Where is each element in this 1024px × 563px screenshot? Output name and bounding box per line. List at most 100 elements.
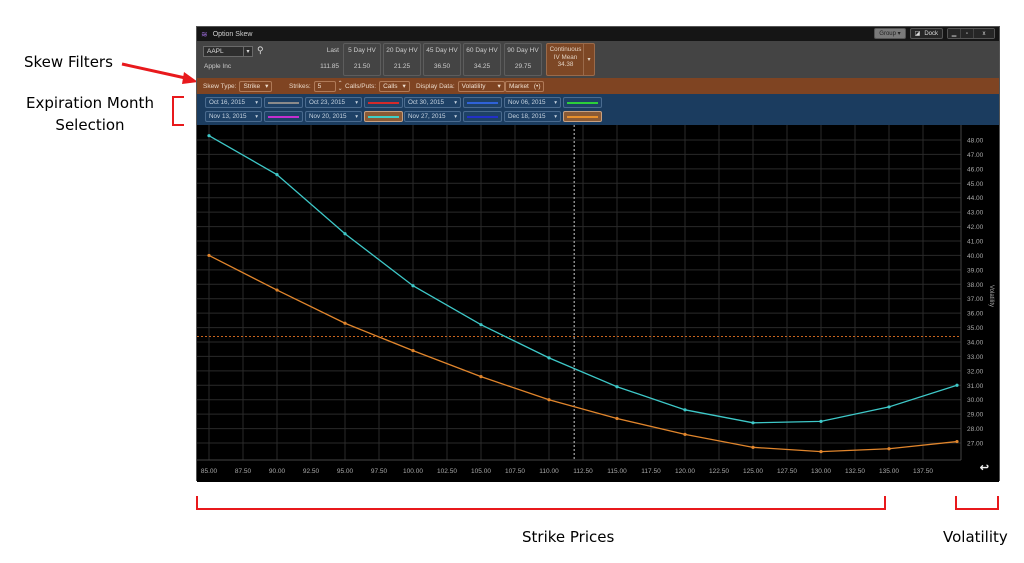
series-color-swatch[interactable] [364, 97, 403, 108]
hv-label: 20 Day HV [386, 47, 418, 54]
svg-text:110.00: 110.00 [539, 468, 559, 475]
expiration-selection: Oct 16, 2015 ▾ Oct 23, 2015 ▾ Oct 30, 2015… [197, 94, 999, 125]
chevron-down-icon: ▾ [255, 100, 258, 106]
annotation-strike-prices: Strike Prices [522, 528, 615, 546]
svg-text:100.00: 100.00 [403, 468, 423, 475]
market-button[interactable]: Market (•) [505, 81, 545, 92]
expiration-date: Nov 06, 2015 [508, 99, 546, 106]
hv-20day: 20 Day HV 21.25 [383, 43, 421, 76]
display-data-select[interactable]: Volatility ▾ [457, 81, 505, 92]
svg-text:37.00: 37.00 [967, 296, 984, 303]
color-line [368, 101, 399, 104]
dock-label: Dock [924, 30, 938, 37]
calls-puts-value: Calls [383, 82, 398, 90]
expiration-date-select[interactable]: Nov 27, 2015 ▾ [404, 111, 461, 122]
hv-90day: 90 Day HV 29.75 [504, 43, 542, 76]
broadcast-icon: (•) [533, 82, 541, 90]
svg-text:35.00: 35.00 [967, 325, 984, 332]
skew-chart-plot[interactable]: 85.00 87.50 90.00 92.50 95.00 97.50 100.00 102.… [197, 125, 1001, 482]
title-bar: ≋ Option Skew Group ▾ ◪ Dock ▁ ▫ x [197, 27, 999, 41]
strikes-value: 5 [317, 82, 322, 90]
hv-value: 21.50 [353, 63, 371, 70]
series-color-swatch[interactable] [463, 111, 502, 122]
annotation-expiration: Expiration Month Selection [12, 92, 168, 136]
svg-text:127.50: 127.50 [777, 468, 797, 475]
svg-text:92.50: 92.50 [303, 468, 320, 475]
chevron-down-icon: ▾ [402, 82, 406, 90]
expiration-date-select[interactable]: Oct 23, 2015 ▾ [305, 97, 362, 108]
series-color-swatch[interactable] [563, 111, 602, 122]
series-color-swatch[interactable] [264, 97, 303, 108]
series-color-swatch[interactable] [264, 111, 303, 122]
series-color-swatch[interactable] [364, 111, 403, 122]
annotation-expiration-line1: Expiration Month [26, 94, 154, 112]
expiration-date-select[interactable]: Nov 06, 2015 ▾ [504, 97, 561, 108]
svg-text:32.00: 32.00 [967, 368, 984, 375]
expiration-date-select[interactable]: Nov 20, 2015 ▾ [305, 111, 362, 122]
chevron-down-icon: ▾ [454, 100, 457, 106]
expiration-date-select[interactable]: Nov 13, 2015 ▾ [205, 111, 262, 122]
svg-text:46.00: 46.00 [967, 166, 984, 173]
expiration-date-select[interactable]: Oct 30, 2015 ▾ [404, 97, 461, 108]
annotation-bracket-strikes [196, 496, 886, 510]
color-line [467, 101, 498, 104]
series-color-swatch[interactable] [563, 97, 602, 108]
hv-label: 5 Day HV [348, 47, 376, 54]
hv-label: 60 Day HV [466, 47, 498, 54]
svg-text:45.00: 45.00 [967, 181, 984, 188]
svg-text:135.00: 135.00 [879, 468, 899, 475]
chevron-down-icon[interactable]: ▾ [583, 44, 594, 75]
hv-60day: 60 Day HV 34.25 [463, 43, 501, 76]
expiration-item: Oct 30, 2015 ▾ [404, 97, 502, 108]
display-data-label: Display Data: [416, 83, 455, 90]
minimize-button[interactable]: ▁ [948, 29, 961, 38]
stepper-arrows-icon[interactable]: ⌃ ⌄ [337, 80, 343, 92]
series-color-swatch[interactable] [463, 97, 502, 108]
color-line [567, 115, 598, 118]
iv-mean-label-2: IV Mean [553, 53, 578, 61]
strikes-label: Strikes: [289, 83, 311, 90]
window-title: Option Skew [212, 30, 253, 38]
svg-text:34.00: 34.00 [967, 340, 984, 347]
expiration-date-select[interactable]: Oct 16, 2015 ▾ [205, 97, 262, 108]
hv-label: 45 Day HV [426, 47, 458, 54]
option-skew-icon: ≋ [201, 29, 208, 39]
skew-chart[interactable]: 85.00 87.50 90.00 92.50 95.00 97.50 100.00 102.… [197, 125, 999, 482]
svg-text:105.00: 105.00 [471, 468, 491, 475]
svg-text:130.00: 130.00 [811, 468, 831, 475]
hv-value: 21.25 [393, 63, 411, 70]
svg-text:115.00: 115.00 [607, 468, 627, 475]
maximize-button[interactable]: ▫ [961, 29, 974, 38]
expiration-date-select[interactable]: Dec 18, 2015 ▾ [504, 111, 561, 122]
search-icon[interactable]: ⚲ [257, 45, 264, 55]
svg-text:41.00: 41.00 [967, 239, 984, 246]
company-name: Apple Inc [204, 63, 232, 70]
last-value: 111.85 [320, 63, 339, 70]
color-line [467, 115, 498, 118]
dock-icon: ◪ [914, 31, 921, 37]
svg-text:39.00: 39.00 [967, 267, 984, 274]
calls-puts-select[interactable]: Calls ▾ [379, 81, 410, 92]
svg-text:27.00: 27.00 [967, 441, 984, 448]
skew-type-select[interactable]: Strike ▾ [239, 81, 273, 92]
close-button[interactable]: x [974, 29, 994, 38]
iv-mean-selector[interactable]: Continuous IV Mean 34.38 ▾ [546, 43, 595, 76]
svg-text:31.00: 31.00 [967, 383, 984, 390]
group-button[interactable]: Group ▾ [874, 28, 906, 39]
chevron-down-icon: ▾ [255, 114, 258, 120]
chevron-down-icon: ▾ [554, 114, 557, 120]
chevron-down-icon: ▾ [355, 114, 358, 120]
dock-button[interactable]: ◪ Dock [909, 28, 943, 39]
svg-text:87.50: 87.50 [235, 468, 252, 475]
chevron-down-icon: ▾ [497, 82, 501, 90]
color-line [368, 115, 399, 118]
reset-zoom-icon[interactable]: ↩ [979, 462, 989, 474]
annotation-bracket-volatility [955, 496, 999, 510]
symbol-dropdown-button[interactable]: ▾ [243, 46, 253, 57]
svg-text:97.50: 97.50 [371, 468, 388, 475]
chevron-down-icon: ▾ [355, 100, 358, 106]
strikes-stepper[interactable]: 5 [313, 81, 336, 92]
expiration-item: Nov 06, 2015 ▾ [504, 97, 602, 108]
market-label: Market [509, 82, 529, 90]
svg-text:90.00: 90.00 [269, 468, 286, 475]
